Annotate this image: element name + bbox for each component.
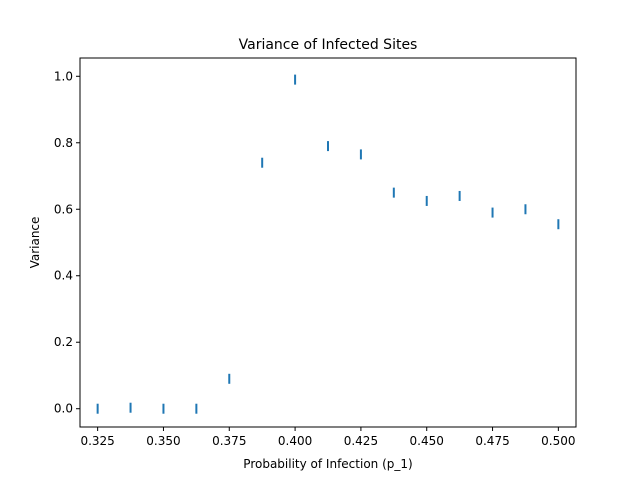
x-tick-label: 0.500: [541, 434, 575, 448]
y-axis-label: Variance: [28, 217, 42, 269]
x-tick-label: 0.375: [212, 434, 246, 448]
x-tick-label: 0.425: [344, 434, 378, 448]
x-tick-label: 0.450: [410, 434, 444, 448]
x-tick-label: 0.400: [278, 434, 312, 448]
x-tick-label: 0.350: [146, 434, 180, 448]
y-tick-label: 0.4: [54, 269, 73, 283]
plot-area-frame: [79, 57, 577, 428]
y-tick-label: 0.6: [54, 202, 73, 216]
chart-title: Variance of Infected Sites: [239, 37, 418, 53]
x-tick-label: 0.325: [80, 434, 114, 448]
x-tick-label: 0.475: [475, 434, 509, 448]
y-tick-label: 0.2: [54, 335, 73, 349]
y-tick-label: 0.8: [54, 136, 73, 150]
x-axis-label: Probability of Infection (p_1): [243, 457, 412, 471]
y-tick-label: 0.0: [54, 402, 73, 416]
y-tick-label: 1.0: [54, 69, 73, 83]
axis-ticks: 0.325 0.350 0.375 0.400 0.425 0.450 0.475 0.500…: [54, 69, 576, 448]
data-marks: [96, 74, 560, 414]
